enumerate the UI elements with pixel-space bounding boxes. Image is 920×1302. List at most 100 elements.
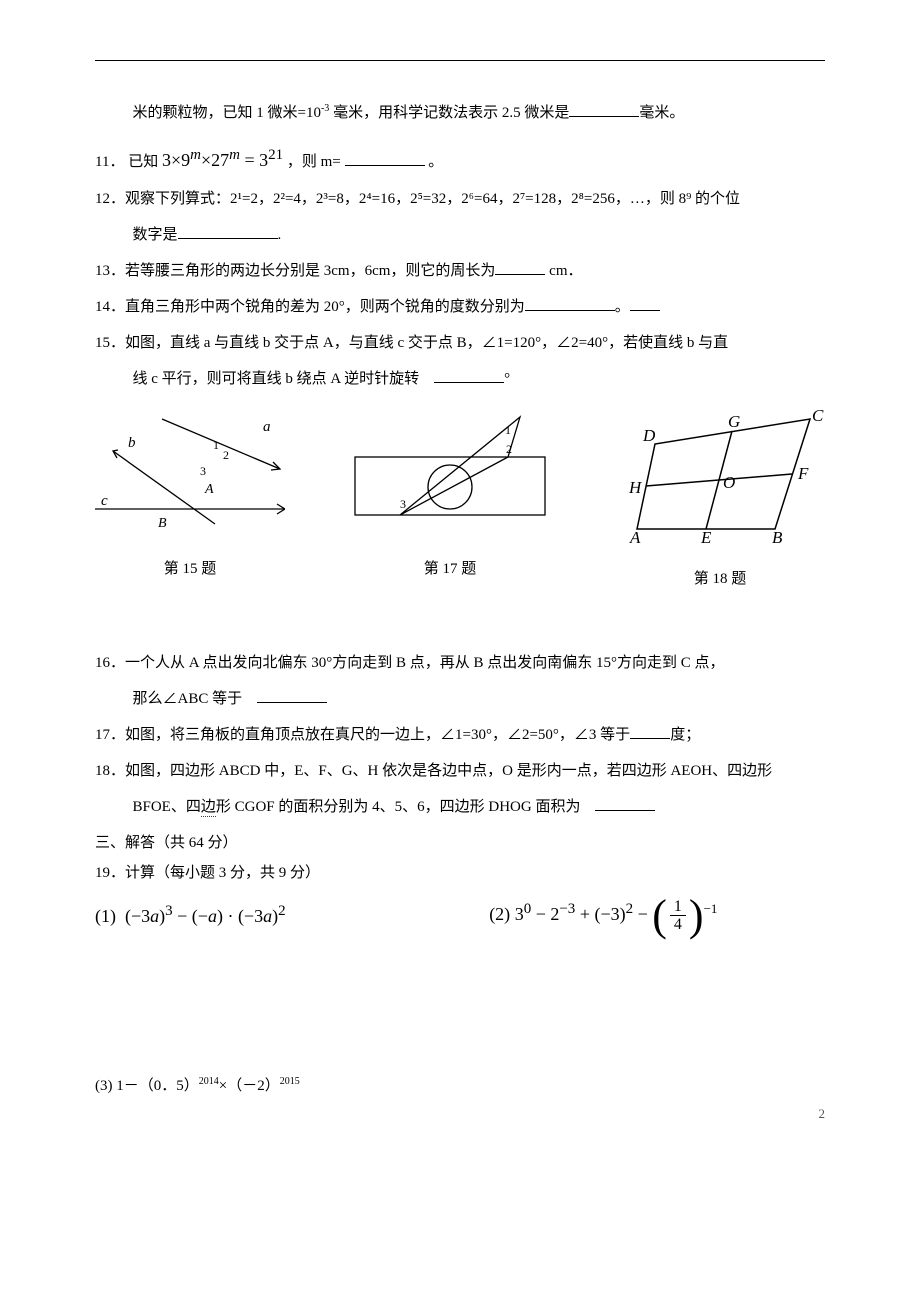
q16-blank bbox=[257, 687, 327, 703]
fig18-svg: A B C D E F G H O bbox=[615, 409, 825, 549]
q19-num: 19． bbox=[95, 865, 125, 881]
q11-mid: ，则 m= bbox=[287, 154, 345, 170]
q19-text: 计算（每小题 3 分，共 9 分） bbox=[125, 865, 320, 881]
q12-blank bbox=[178, 223, 278, 239]
q14-num: 14． bbox=[95, 299, 125, 315]
q16-line2-pre: 那么∠ABC 等于 bbox=[133, 691, 258, 707]
q19-3-mid: ×（－2） bbox=[219, 1078, 280, 1094]
q14-punct: 。 bbox=[615, 299, 630, 315]
fig15-label-2: 2 bbox=[223, 448, 229, 462]
q18-line1: 如图，四边形 ABCD 中，E、F、G、H 依次是各边中点，O 是形内一点，若四… bbox=[125, 763, 772, 779]
fig18-F: F bbox=[797, 464, 809, 483]
q19-3-label: (3) bbox=[95, 1078, 113, 1094]
fig15-label-3: 3 bbox=[200, 464, 206, 478]
q12-period: . bbox=[278, 227, 282, 243]
fig15: a b c 1 2 3 A B 第 15 题 bbox=[95, 409, 285, 581]
fig15-label-1: 1 bbox=[213, 438, 219, 452]
q11-blank bbox=[345, 150, 425, 166]
q11: 11． 已知 3×9m×27m = 321 ，则 m= 。 bbox=[95, 143, 825, 175]
q16: 16．一个人从 A 点出发向北偏东 30°方向走到 B 点，再从 B 点出发向南… bbox=[95, 651, 825, 675]
fig18-A: A bbox=[629, 528, 641, 547]
q13-unit: cm． bbox=[545, 263, 582, 279]
q19: 19．计算（每小题 3 分，共 9 分） bbox=[95, 861, 825, 885]
fig18-G: G bbox=[728, 412, 740, 431]
q11-formula: 3×9m×27m = 321 bbox=[162, 150, 283, 170]
q12-num: 12． bbox=[95, 191, 125, 207]
q16-num: 16． bbox=[95, 655, 125, 671]
frac-den: 4 bbox=[670, 916, 686, 934]
fig15-label-A: A bbox=[204, 482, 214, 497]
q18-line2: BFOE、四边形 CGOF 的面积分别为 4、5、6，四边形 DHOG 面积为 bbox=[95, 795, 825, 819]
q13-num: 13． bbox=[95, 263, 125, 279]
q12: 12．观察下列算式：2¹=2，2²=4，2³=8，2⁴=16，2⁵=32，2⁶=… bbox=[95, 187, 825, 211]
fig18-D: D bbox=[642, 426, 656, 445]
q16-line1: 一个人从 A 点出发向北偏东 30°方向走到 B 点，再从 B 点出发向南偏东 … bbox=[125, 655, 725, 671]
q12-line2-pre: 数字是 bbox=[133, 227, 178, 243]
q13: 13．若等腰三角形的两边长分别是 3cm，6cm，则它的周长为 cm． bbox=[95, 259, 825, 283]
q19-3-exp2: 2015 bbox=[280, 1076, 300, 1087]
q11-suffix: 。 bbox=[425, 154, 444, 170]
top-border bbox=[95, 60, 825, 61]
q18-dotted: 边 bbox=[201, 799, 216, 817]
section3-head: 三、解答（共 64 分） bbox=[95, 831, 825, 855]
q10-text-mid: 毫米，用科学记数法表示 2.5 微米是 bbox=[333, 105, 569, 121]
q10-unit: 毫米。 bbox=[639, 105, 684, 121]
q19-1-label: (1) bbox=[95, 906, 116, 926]
fig17-cap: 第 17 题 bbox=[350, 557, 550, 581]
q17-blank bbox=[630, 723, 670, 739]
q15-line1: 如图，直线 a 与直线 b 交于点 A，与直线 c 交于点 B，∠1=120°，… bbox=[125, 335, 728, 351]
q19-3-text: 1－（0．5） bbox=[113, 1078, 199, 1094]
fig15-label-B: B bbox=[158, 516, 167, 531]
fig15-label-b: b bbox=[128, 435, 136, 451]
q15-blank bbox=[434, 367, 504, 383]
q15-line2: 线 c 平行，则可将直线 b 绕点 A 逆时针旋转 ° bbox=[95, 367, 825, 391]
fig18-H: H bbox=[628, 478, 643, 497]
fig17: 1 2 3 第 17 题 bbox=[350, 409, 550, 581]
fig18-B: B bbox=[772, 528, 783, 547]
q17-num: 17． bbox=[95, 727, 125, 743]
q10-exp: -3 bbox=[321, 103, 329, 114]
q12-line2: 数字是. bbox=[95, 223, 825, 247]
fig18: A B C D E F G H O 第 18 题 bbox=[615, 409, 825, 591]
q15-line2-pre: 线 c 平行，则可将直线 b 绕点 A 逆时针旋转 bbox=[133, 371, 435, 387]
q19-2-label: (2) bbox=[489, 904, 510, 924]
fig18-cap: 第 18 题 bbox=[615, 567, 825, 591]
fig15-label-c: c bbox=[101, 493, 108, 509]
fig18-C: C bbox=[812, 409, 824, 425]
q17: 17．如图，将三角板的直角顶点放在真尺的一边上，∠1=30°，∠2=50°，∠3… bbox=[95, 723, 825, 747]
q13-blank bbox=[495, 259, 545, 275]
q18-num: 18． bbox=[95, 763, 125, 779]
q19-formulas: (1) (−3a)3 − (−a) · (−3a)2 (2) 30 − 2−3 … bbox=[95, 897, 825, 934]
q10-blank bbox=[569, 101, 639, 117]
q19-3: (3) 1－（0．5）2014×（－2）2015 bbox=[95, 1074, 825, 1098]
fig17-label-2: 2 bbox=[506, 442, 512, 456]
q15-num: 15． bbox=[95, 335, 125, 351]
q18-blank bbox=[595, 795, 655, 811]
q19-3-exp1: 2014 bbox=[199, 1076, 219, 1087]
figure-row: a b c 1 2 3 A B 第 15 题 1 2 3 第 17 题 bbox=[95, 409, 825, 591]
q14-blank bbox=[525, 295, 615, 311]
q17-text: 如图，将三角板的直角顶点放在真尺的一边上，∠1=30°，∠2=50°，∠3 等于 bbox=[125, 727, 630, 743]
fig18-E: E bbox=[700, 528, 712, 547]
q13-text: 若等腰三角形的两边长分别是 3cm，6cm，则它的周长为 bbox=[125, 263, 495, 279]
q15: 15．如图，直线 a 与直线 b 交于点 A，与直线 c 交于点 B，∠1=12… bbox=[95, 331, 825, 355]
fig17-label-1: 1 bbox=[505, 423, 511, 437]
q14-tail-blank bbox=[630, 295, 660, 311]
q10-tail: 米的颗粒物，已知 1 微米=10-3 毫米，用科学记数法表示 2.5 微米是 毫米… bbox=[95, 101, 825, 125]
q14-text: 直角三角形中两个锐角的差为 20°，则两个锐角的度数分别为 bbox=[125, 299, 525, 315]
fig17-label-3: 3 bbox=[400, 497, 406, 511]
fig15-label-a: a bbox=[263, 419, 271, 435]
fig17-svg: 1 2 3 bbox=[350, 409, 550, 539]
fig15-svg: a b c 1 2 3 A B bbox=[95, 409, 285, 539]
frac-num: 1 bbox=[670, 898, 686, 917]
q12-line1: 观察下列算式：2¹=2，2²=4，2³=8，2⁴=16，2⁵=32，2⁶=64，… bbox=[125, 191, 740, 207]
q16-line2: 那么∠ABC 等于 bbox=[95, 687, 825, 711]
q10-text-before: 米的颗粒物，已知 1 微米=10 bbox=[133, 105, 321, 121]
q19-2: (2) 30 − 2−3 + (−3)2 − (14)−1 bbox=[489, 897, 825, 934]
q17-unit: 度； bbox=[670, 727, 700, 743]
fig18-O: O bbox=[723, 473, 735, 492]
q11-num: 11． bbox=[95, 154, 124, 170]
q18: 18．如图，四边形 ABCD 中，E、F、G、H 依次是各边中点，O 是形内一点… bbox=[95, 759, 825, 783]
q15-suffix: ° bbox=[504, 371, 510, 387]
q14: 14．直角三角形中两个锐角的差为 20°，则两个锐角的度数分别为 。 bbox=[95, 295, 825, 319]
